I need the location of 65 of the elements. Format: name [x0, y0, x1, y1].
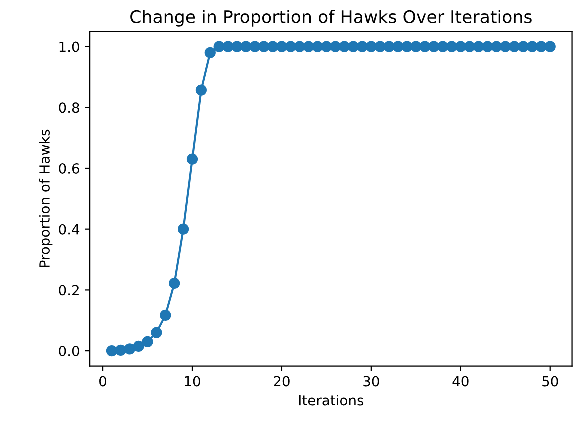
point [374, 41, 386, 52]
y-tick-label: 0.0 [59, 346, 80, 357]
point [410, 41, 422, 52]
point [250, 41, 261, 52]
point [294, 41, 306, 52]
point [526, 41, 538, 52]
point [232, 41, 243, 52]
chart-title: Change in Proportion of Hawks Over Iterations [130, 10, 532, 27]
point [133, 340, 144, 352]
point [544, 41, 556, 52]
point [366, 41, 377, 52]
point [214, 41, 225, 52]
point [204, 47, 216, 58]
point [392, 41, 404, 52]
point [437, 41, 449, 52]
point [384, 41, 395, 52]
point [339, 41, 350, 52]
y-tick-label: 0.6 [59, 163, 80, 174]
x-tick-label: 50 [542, 376, 558, 387]
point [321, 41, 332, 52]
x-tick-label: 20 [274, 376, 290, 387]
point [115, 344, 126, 356]
point [536, 41, 547, 52]
point [240, 41, 252, 52]
point [446, 41, 458, 52]
point [196, 84, 207, 96]
point [142, 336, 154, 348]
point [151, 327, 162, 338]
point [428, 41, 440, 52]
point [518, 41, 530, 52]
point [303, 41, 314, 52]
point [356, 41, 368, 52]
x-tick-label: 40 [452, 376, 469, 387]
point [473, 41, 484, 52]
y-tick-label: 0.8 [59, 102, 80, 114]
point [491, 41, 502, 52]
point [160, 310, 172, 322]
x-tick-label: 10 [185, 376, 200, 387]
point [420, 41, 431, 52]
point [402, 41, 413, 52]
point [285, 41, 296, 52]
point [222, 41, 234, 52]
point [258, 41, 270, 52]
y-tick-label: 1.0 [60, 42, 80, 52]
point [509, 41, 520, 52]
point [186, 154, 198, 165]
point [464, 41, 476, 52]
point [276, 41, 288, 52]
y-tick-label: 0.2 [59, 285, 79, 296]
point [169, 278, 180, 290]
y-tick-label: 0.4 [59, 224, 80, 235]
point [455, 41, 466, 52]
point [267, 41, 279, 52]
point [348, 41, 360, 52]
x-axis-title: Iterations [299, 394, 364, 406]
point [124, 344, 136, 355]
point [178, 224, 190, 235]
y-axis-title: Proportion of Hawks [39, 130, 53, 268]
point [500, 41, 512, 52]
point [482, 41, 494, 52]
x-tick-label: 0 [100, 376, 107, 387]
point [312, 41, 324, 52]
x-tick-label: 30 [364, 376, 380, 387]
point [330, 41, 342, 52]
point [106, 346, 118, 357]
